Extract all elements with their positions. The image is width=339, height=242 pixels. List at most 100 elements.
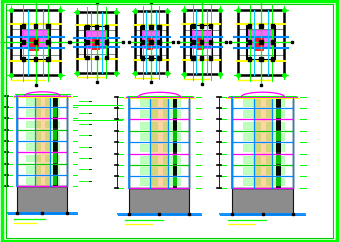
Bar bbox=[243, 99, 260, 106]
Bar bbox=[149, 25, 153, 29]
Bar bbox=[95, 40, 98, 44]
Bar bbox=[54, 108, 57, 117]
Bar bbox=[163, 167, 180, 174]
Bar bbox=[129, 188, 189, 214]
Bar bbox=[45, 132, 59, 139]
Bar bbox=[276, 132, 281, 141]
Bar bbox=[163, 110, 180, 117]
Bar bbox=[191, 24, 195, 28]
Bar bbox=[248, 57, 251, 61]
Bar bbox=[173, 98, 177, 107]
Bar bbox=[266, 133, 283, 140]
Bar bbox=[22, 24, 25, 28]
Bar bbox=[77, 12, 116, 73]
Bar bbox=[86, 31, 107, 48]
Bar bbox=[140, 144, 157, 151]
Bar bbox=[46, 24, 49, 28]
Bar bbox=[200, 40, 203, 44]
Bar bbox=[140, 179, 157, 185]
Bar bbox=[238, 10, 284, 75]
Bar bbox=[209, 56, 212, 60]
Bar bbox=[259, 57, 263, 61]
Bar bbox=[85, 25, 88, 29]
Bar bbox=[18, 96, 67, 186]
Bar bbox=[18, 186, 67, 213]
Bar bbox=[26, 166, 40, 173]
Bar bbox=[243, 167, 260, 174]
Bar bbox=[34, 24, 37, 28]
Bar bbox=[243, 144, 260, 151]
Bar bbox=[173, 166, 177, 175]
Bar bbox=[46, 57, 49, 61]
Bar bbox=[34, 40, 37, 44]
Bar bbox=[141, 25, 161, 59]
Bar bbox=[254, 97, 272, 188]
Bar bbox=[163, 156, 180, 163]
Bar bbox=[91, 38, 99, 49]
Bar bbox=[140, 110, 157, 117]
Bar bbox=[34, 57, 37, 61]
Bar bbox=[141, 40, 144, 44]
Bar bbox=[129, 97, 189, 188]
Bar bbox=[21, 24, 50, 60]
Bar bbox=[54, 97, 57, 106]
Bar bbox=[54, 153, 57, 163]
Bar bbox=[271, 24, 274, 28]
Bar bbox=[85, 40, 88, 44]
Bar bbox=[243, 133, 260, 140]
Bar bbox=[266, 110, 283, 117]
Bar bbox=[140, 167, 157, 174]
Bar bbox=[157, 40, 161, 44]
Bar bbox=[157, 25, 161, 29]
Bar bbox=[232, 188, 293, 214]
Bar bbox=[163, 122, 180, 129]
Bar bbox=[45, 166, 59, 173]
Bar bbox=[45, 98, 59, 105]
Bar bbox=[146, 38, 153, 49]
Bar bbox=[173, 177, 177, 186]
Bar bbox=[105, 25, 108, 29]
Bar bbox=[140, 99, 157, 106]
Bar bbox=[28, 38, 38, 50]
Bar bbox=[26, 109, 40, 116]
Bar bbox=[266, 156, 283, 163]
Bar bbox=[54, 119, 57, 129]
Bar bbox=[95, 55, 98, 59]
Bar bbox=[45, 109, 59, 116]
Bar bbox=[266, 122, 283, 129]
Bar bbox=[276, 121, 281, 130]
Bar bbox=[266, 167, 283, 174]
Bar bbox=[266, 179, 283, 185]
Bar bbox=[173, 121, 177, 130]
Bar bbox=[248, 24, 251, 28]
Bar bbox=[11, 10, 60, 75]
Bar bbox=[173, 143, 177, 152]
Bar bbox=[173, 109, 177, 118]
Bar bbox=[105, 40, 108, 44]
Bar bbox=[141, 25, 144, 29]
Bar bbox=[276, 97, 281, 188]
Bar bbox=[54, 142, 57, 151]
Bar bbox=[54, 165, 57, 174]
Bar bbox=[35, 96, 50, 186]
Bar bbox=[276, 98, 281, 107]
Bar bbox=[22, 40, 25, 44]
Bar bbox=[26, 98, 40, 105]
Bar bbox=[276, 109, 281, 118]
Bar bbox=[276, 177, 281, 186]
Bar bbox=[259, 40, 263, 44]
Bar bbox=[243, 122, 260, 129]
Bar bbox=[163, 179, 180, 185]
Bar bbox=[95, 25, 98, 29]
Bar bbox=[151, 97, 168, 188]
Bar bbox=[271, 40, 274, 44]
Bar bbox=[243, 110, 260, 117]
Bar bbox=[135, 11, 167, 73]
Bar bbox=[45, 177, 59, 184]
Bar bbox=[196, 38, 203, 49]
Bar bbox=[54, 131, 57, 140]
Bar bbox=[85, 26, 108, 59]
Bar bbox=[248, 30, 274, 48]
Bar bbox=[243, 179, 260, 185]
Bar bbox=[266, 144, 283, 151]
